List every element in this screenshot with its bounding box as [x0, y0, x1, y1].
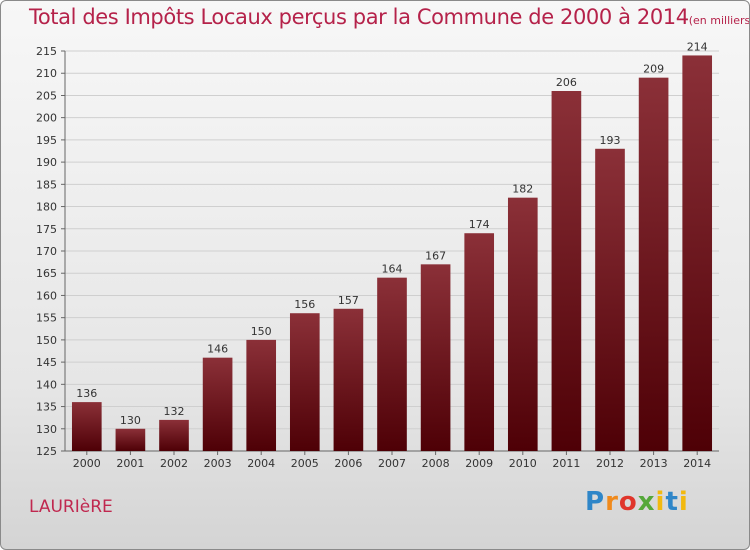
x-tick-label-2013: 2013 — [640, 457, 668, 470]
x-tick-label-2011: 2011 — [552, 457, 580, 470]
x-tick-label-2014: 2014 — [683, 457, 711, 470]
y-tick-label: 165 — [36, 267, 57, 280]
chart-title: Total des Impôts Locaux perçus par la Co… — [29, 5, 750, 29]
y-tick-label: 210 — [36, 67, 57, 80]
y-tick-label: 215 — [36, 45, 57, 58]
y-tick-label: 175 — [36, 223, 57, 236]
bar-2008 — [420, 264, 451, 451]
y-tick-label: 185 — [36, 178, 57, 191]
bars: 136 130 132 146 150 156 157 164 167 174 182 206 193 2… — [71, 40, 713, 452]
x-tick-label-2012: 2012 — [596, 457, 624, 470]
value-label-2010: 182 — [512, 183, 533, 196]
y-tick-label: 160 — [36, 289, 57, 302]
value-label-2012: 193 — [600, 134, 621, 147]
bar-2005 — [289, 313, 320, 451]
y-tick-label: 140 — [36, 378, 57, 391]
y-tick-label: 190 — [36, 156, 57, 169]
value-label-2002: 132 — [164, 405, 185, 418]
x-tick-label-2002: 2002 — [160, 457, 188, 470]
y-tick-label: 195 — [36, 134, 57, 147]
x-tick-label-2000: 2000 — [73, 457, 101, 470]
bar-2003 — [202, 357, 233, 451]
bar-2000 — [71, 402, 102, 451]
bar-2002 — [159, 419, 189, 451]
y-tick-label: 135 — [36, 401, 57, 414]
x-tick-label-2005: 2005 — [291, 457, 319, 470]
y-tick-label: 205 — [36, 89, 57, 102]
y-tick-label: 145 — [36, 356, 57, 369]
bar-2007 — [377, 277, 407, 451]
bar-2006 — [333, 308, 364, 451]
title-text: Total des Impôts Locaux perçus par la Co… — [29, 5, 689, 29]
x-tick-label-2010: 2010 — [509, 457, 537, 470]
y-tick-label: 150 — [36, 334, 57, 347]
commune-name: LAURIèRE — [29, 497, 113, 517]
value-label-2008: 167 — [425, 249, 446, 262]
value-label-2003: 146 — [207, 343, 228, 356]
bar-2004 — [246, 339, 277, 451]
value-label-2006: 157 — [338, 294, 359, 307]
axes: 125 130 135 140 145 150 155 160 165 170 175 180 185 1… — [36, 45, 719, 470]
x-tick-label-2006: 2006 — [334, 457, 362, 470]
x-tick-label-2003: 2003 — [204, 457, 232, 470]
y-tick-label: 200 — [36, 112, 57, 125]
bar-2011 — [551, 91, 582, 451]
y-tick-label: 170 — [36, 245, 57, 258]
bar-2001 — [115, 428, 146, 451]
value-label-2007: 164 — [382, 263, 403, 276]
bar-2013 — [638, 77, 669, 452]
x-tick-label-2009: 2009 — [465, 457, 493, 470]
x-tick-label-2008: 2008 — [422, 457, 450, 470]
value-label-2004: 150 — [251, 325, 272, 338]
bar-2012 — [595, 148, 625, 451]
value-label-2001: 130 — [120, 414, 141, 427]
value-label-2014: 214 — [687, 40, 708, 53]
y-tick-label: 180 — [36, 201, 57, 214]
x-tick-label-2001: 2001 — [116, 457, 144, 470]
value-label-2011: 206 — [556, 76, 577, 89]
bar-2010 — [507, 197, 538, 451]
title-unit: (en milliers d'€) — [688, 14, 750, 27]
proxiti-logo: Proxiti — [585, 487, 689, 517]
value-label-2009: 174 — [469, 218, 490, 231]
value-label-2000: 136 — [76, 387, 97, 400]
bar-2009 — [464, 233, 495, 451]
y-tick-label: 125 — [36, 445, 57, 458]
x-tick-label-2004: 2004 — [247, 457, 275, 470]
bar-2014 — [682, 55, 713, 451]
value-label-2013: 209 — [643, 63, 664, 76]
y-tick-label: 130 — [36, 423, 57, 436]
value-label-2005: 156 — [294, 298, 315, 311]
y-tick-label: 155 — [36, 312, 57, 325]
x-tick-label-2007: 2007 — [378, 457, 406, 470]
